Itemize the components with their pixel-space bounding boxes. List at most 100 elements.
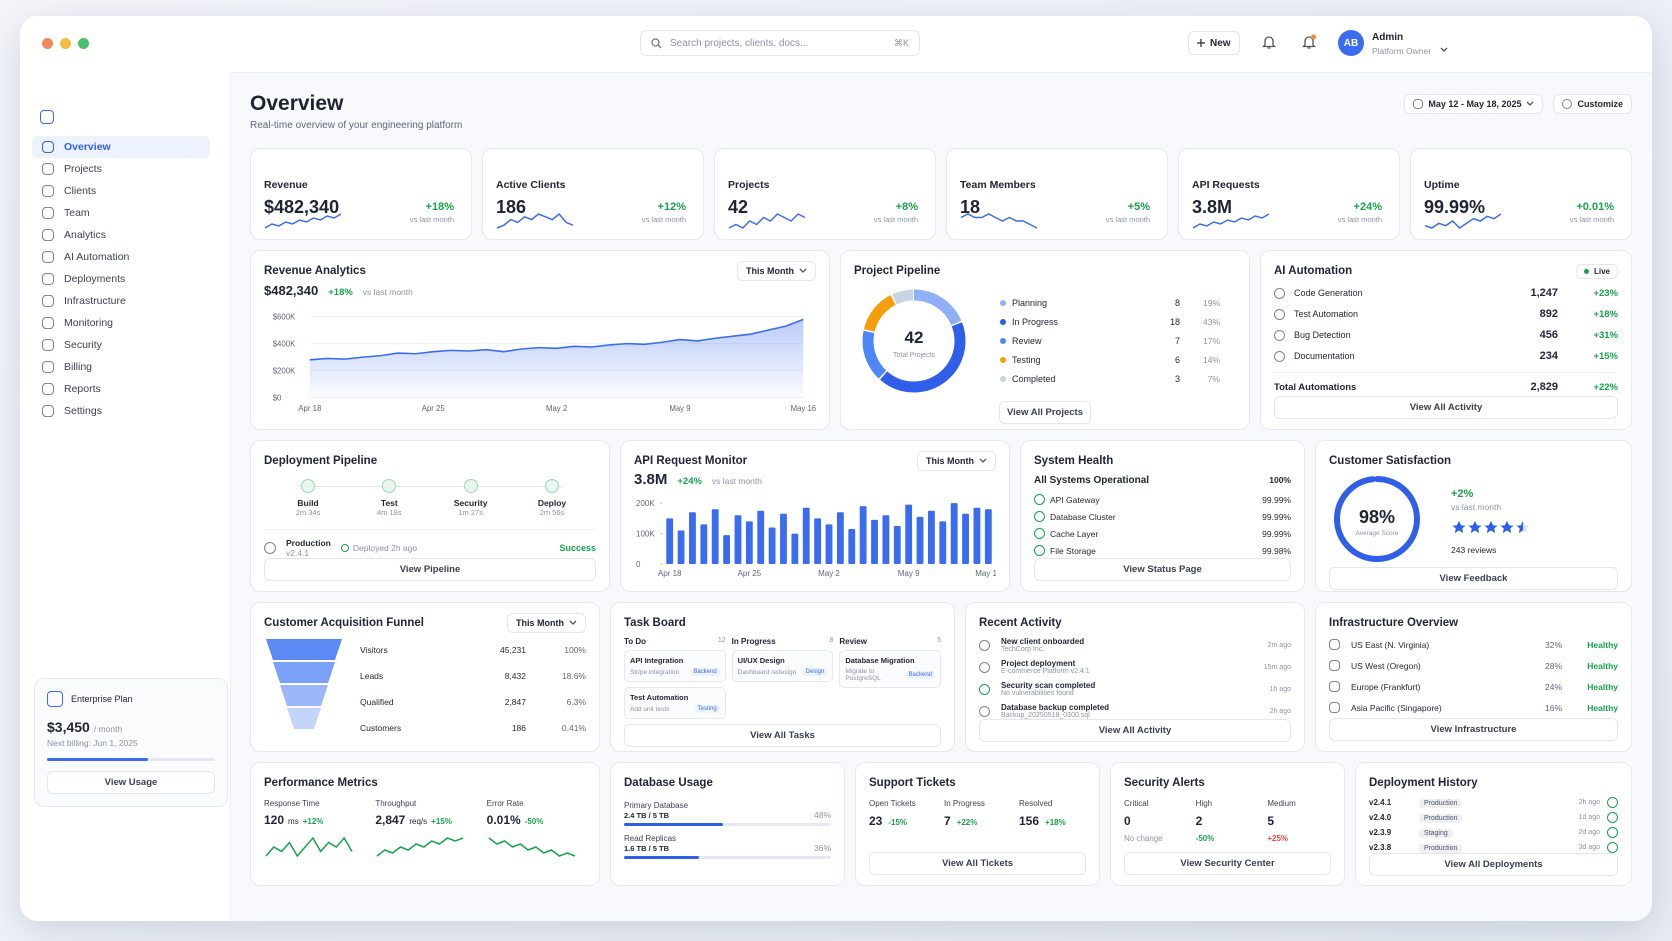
stat-label: Open Tickets	[869, 799, 916, 808]
button[interactable]: View All Projects	[999, 401, 1091, 424]
nav-item[interactable]: AI Automation	[32, 246, 210, 268]
nav-item[interactable]: Monitoring	[32, 312, 210, 334]
search-box[interactable]: Search projects, clients, docs... ⌘K	[640, 30, 920, 56]
stat-value-row: 156 +18%	[1019, 814, 1086, 828]
activity-time: 15m ago	[1263, 663, 1291, 671]
db-item: Primary Database 2.4 TB / 5 TB 48%	[624, 801, 831, 826]
kpi-note: vs last month	[873, 215, 918, 224]
new-label: New	[1210, 37, 1231, 49]
stage-duration: 2m 56s	[539, 508, 565, 517]
legend-swatch	[1000, 319, 1006, 325]
stat-label: Critical	[1124, 799, 1149, 808]
button[interactable]: View Infrastructure	[1329, 718, 1618, 741]
task-meta: Stripe integration Backend	[630, 668, 720, 676]
region-icon	[1329, 639, 1340, 650]
nav-label: Clients	[64, 185, 97, 197]
card-header: Project Pipeline	[854, 261, 1236, 281]
task-column: In Progress 8 UI/UX Design Dashboard redesi…	[731, 637, 834, 724]
stat: Critical 0 No change	[1124, 799, 1188, 846]
funnel-stage	[266, 639, 342, 660]
nav-item[interactable]: Billing	[32, 356, 210, 378]
change: +2%	[1451, 487, 1474, 500]
button[interactable]: View All Activity	[979, 719, 1291, 742]
live-label: Live	[1593, 266, 1610, 276]
kpi-card: Active Clients 186 +12% vs last month	[482, 148, 704, 240]
card-header	[728, 159, 922, 179]
nav-item[interactable]: Clients	[32, 180, 210, 202]
bar	[871, 519, 878, 564]
legend: Planning 8 19% In Progress 18 43% Review 7 17% Te…	[1000, 298, 1220, 384]
env-pill: Staging	[1419, 829, 1453, 838]
nav-item[interactable]: Security	[32, 334, 210, 356]
deploy-time-label: Deployed 2h ago	[352, 543, 418, 553]
button[interactable]: View All Deployments	[1369, 853, 1618, 876]
window-control[interactable]	[42, 38, 53, 49]
nav-item[interactable]: Analytics	[32, 224, 210, 246]
nav-item[interactable]: Projects	[32, 158, 210, 180]
stat-value: 156	[1019, 814, 1040, 828]
bar	[745, 521, 753, 564]
date-range-label: May 12 - May 18, 2025	[1428, 99, 1522, 109]
stat-label: Resolved	[1019, 799, 1053, 808]
kpi-card: Revenue $482,340 +18% vs last month	[250, 148, 472, 240]
button[interactable]: View Usage	[47, 771, 215, 794]
button[interactable]: View All Tickets	[869, 852, 1086, 875]
nav-item[interactable]: Infrastructure	[32, 290, 210, 312]
button[interactable]: View Feedback	[1329, 567, 1618, 590]
task-meta: Migrate to PostgreSQL Backend	[845, 668, 936, 682]
nav-item[interactable]: Reports	[32, 378, 210, 400]
stat-value-row: 0 No change	[1124, 814, 1188, 846]
nav-item[interactable]: Overview	[32, 136, 210, 158]
notification-button[interactable]	[1261, 34, 1277, 55]
chart	[1452, 520, 1530, 533]
task-card[interactable]: Test Automation Add unit tests Testing	[624, 687, 726, 719]
task-card[interactable]: API Integration Stripe integration Backend	[624, 650, 726, 682]
filter-dropdown[interactable]: This Month	[917, 451, 996, 471]
stat-value: 23	[869, 814, 883, 828]
revenue-summary: $482,340 +18% vs last month	[264, 283, 816, 298]
legend-label: Review	[1012, 336, 1042, 346]
status-value: 100%	[1269, 475, 1291, 485]
button[interactable]: View Pipeline	[264, 558, 596, 581]
kpi-value-row: 3.8M +24% vs last month	[1192, 197, 1386, 224]
activity-title: Project deployment	[1001, 659, 1076, 668]
button[interactable]: View All Tasks	[624, 724, 941, 747]
legend-percent: 7%	[1207, 374, 1220, 384]
bar	[962, 513, 969, 564]
new-button[interactable]: New	[1188, 31, 1240, 55]
stage-count: 45,231	[500, 644, 526, 655]
nav-item[interactable]: Settings	[32, 400, 210, 422]
nav-item[interactable]: Deployments	[32, 268, 210, 290]
legend-swatch	[1000, 300, 1006, 306]
filter-dropdown[interactable]: This Month	[737, 261, 816, 281]
task-card[interactable]: UI/UX Design Dashboard redesign Design	[731, 650, 834, 682]
filter-dropdown[interactable]: This Month	[507, 613, 586, 633]
window-control[interactable]	[78, 38, 89, 49]
task-card[interactable]: Database Migration Migrate to PostgreSQL B…	[839, 650, 942, 688]
kpi-note: vs last month	[641, 215, 686, 224]
api-note: vs last month	[711, 476, 762, 486]
notification-button[interactable]	[1301, 34, 1317, 55]
window-control[interactable]	[60, 38, 71, 49]
nav-item[interactable]: Team	[32, 202, 210, 224]
button[interactable]: View Status Page	[1034, 558, 1291, 581]
kpi-value-row: 99.99% +0.01% vs last month	[1424, 197, 1618, 224]
automation-total: Total Automations 2,829 +22%	[1274, 372, 1618, 393]
deploy-time: Deployed 2h ago	[340, 543, 550, 553]
card-title: Project Pipeline	[854, 265, 941, 277]
legend-item: Testing	[1000, 355, 1130, 365]
button[interactable]: View All Activity	[1274, 396, 1618, 419]
button[interactable]: View Security Center	[1124, 852, 1331, 875]
legend-count: 3	[1174, 374, 1180, 384]
customize-button[interactable]: Customize	[1553, 94, 1632, 114]
avatar[interactable]: AB	[1338, 30, 1364, 56]
history-time: 1d ago	[1578, 814, 1600, 821]
date-range[interactable]: May 12 - May 18, 2025	[1404, 94, 1544, 114]
activity-icon	[979, 661, 990, 673]
change: +15%	[431, 817, 452, 826]
chevron	[979, 458, 987, 463]
sparkline	[1192, 213, 1270, 229]
security-alerts-card: Security Alerts Critical 0 No change High 2 -5…	[1110, 762, 1345, 886]
db-row: 1.6 TB / 5 TB 36%	[624, 843, 831, 853]
user-menu[interactable]	[1440, 40, 1448, 58]
